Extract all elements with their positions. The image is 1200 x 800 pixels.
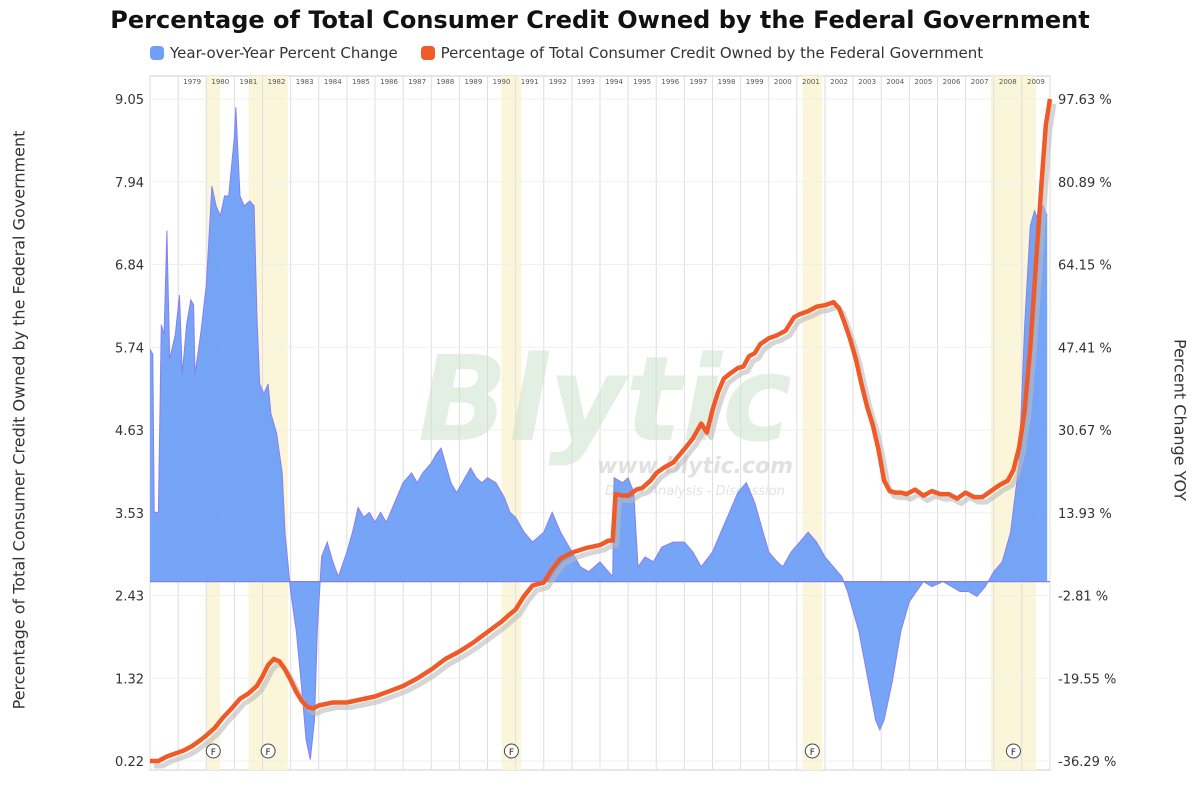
x-tick-label: 1989	[465, 78, 483, 86]
x-tick-label: 1999	[746, 78, 764, 86]
y-left-tick-label: 5.74	[115, 341, 144, 356]
x-tick-label: 1980	[211, 78, 229, 86]
series-federal-share-line	[150, 98, 1053, 764]
x-tick-label: 1984	[324, 78, 342, 86]
x-tick-label: 1985	[352, 78, 370, 86]
y-left-tick-label: 4.63	[115, 424, 144, 439]
x-tick-label: 2005	[915, 78, 933, 86]
x-tick-label: 1997	[690, 78, 708, 86]
legend-swatch-federal-share	[420, 46, 435, 60]
x-tick-label: 2007	[971, 78, 989, 86]
x-tick-label: 1990	[493, 78, 511, 86]
y-right-tick-label: 80.89 %	[1058, 176, 1112, 191]
x-tick-label: 2001	[802, 78, 820, 86]
x-tick-label: 1992	[549, 78, 567, 86]
recession-marker-label: F	[509, 748, 514, 758]
x-tick-label: 2004	[886, 78, 904, 86]
x-tick-label: 1998	[718, 78, 736, 86]
recession-marker-label: F	[810, 748, 815, 758]
recession-marker-label: F	[266, 748, 271, 758]
x-tick-label: 1983	[296, 78, 314, 86]
legend-label-federal-share: Percentage of Total Consumer Credit Owne…	[440, 44, 984, 62]
y-left-tick-label: 6.84	[115, 259, 144, 274]
x-tick-label: 1979	[183, 78, 201, 86]
chart-legend: Year-over-Year Percent Change Percentage…	[150, 44, 1050, 66]
y-right-tick-label: 47.41 %	[1058, 341, 1112, 356]
chart-title: Percentage of Total Consumer Credit Owne…	[110, 6, 1090, 34]
x-tick-label: 1991	[521, 78, 539, 86]
watermark-url: www.blytic.com	[597, 454, 793, 479]
x-tick-label: 1995	[633, 78, 651, 86]
x-tick-label: 1986	[380, 78, 398, 86]
y-right-tick-label: 97.63 %	[1058, 93, 1112, 108]
legend-label-yoy: Year-over-Year Percent Change	[170, 44, 398, 62]
x-tick-label: 2003	[858, 78, 876, 86]
y-left-tick-label: 0.22	[115, 755, 144, 770]
legend-item-federal-share[interactable]: Percentage of Total Consumer Credit Owne…	[420, 44, 984, 62]
x-tick-label: 1981	[240, 78, 258, 86]
legend-item-yoy[interactable]: Year-over-Year Percent Change	[150, 44, 398, 62]
y-left-tick-label: 2.43	[115, 590, 144, 605]
x-tick-label: 2009	[1027, 78, 1045, 86]
x-tick-label: 2002	[830, 78, 848, 86]
x-tick-label: 1993	[577, 78, 595, 86]
recession-marker	[205, 743, 221, 759]
y-left-tick-label: 7.94	[115, 176, 144, 191]
recession-marker-label: F	[1011, 748, 1016, 758]
recession-marker	[804, 743, 820, 759]
legend-swatch-yoy	[150, 46, 164, 60]
y-right-tick-label: -19.55 %	[1058, 672, 1116, 687]
recession-band	[802, 76, 823, 770]
x-tick-label: 1996	[661, 78, 679, 86]
watermark-logo: Blytic	[418, 330, 792, 468]
x-tick-label: 1982	[268, 78, 286, 86]
x-tick-label: 2008	[999, 78, 1017, 86]
x-tick-label: 2006	[943, 78, 961, 86]
y-left-tick-label: 3.53	[115, 507, 144, 522]
x-tick-label: 2000	[774, 78, 792, 86]
y-right-tick-label: 30.67 %	[1058, 424, 1112, 439]
y-left-tick-label: 1.32	[115, 672, 144, 687]
y-right-tick-label: -36.29 %	[1058, 755, 1116, 770]
recession-marker	[503, 743, 519, 759]
y-left-tick-label: 9.05	[115, 93, 144, 108]
y-right-tick-label: 13.93 %	[1058, 507, 1112, 522]
y-right-tick-label: -2.81 %	[1058, 590, 1108, 605]
recession-marker	[260, 743, 276, 759]
x-tick-label: 1994	[605, 78, 623, 86]
series-yoy-outline	[149, 107, 1048, 760]
y-right-tick-label: 64.15 %	[1058, 259, 1112, 274]
x-tick-label: 1987	[408, 78, 426, 86]
recession-marker	[1005, 743, 1021, 759]
x-tick-label: 1988	[436, 78, 454, 86]
recession-marker-label: F	[211, 748, 216, 758]
recession-band	[501, 76, 522, 770]
